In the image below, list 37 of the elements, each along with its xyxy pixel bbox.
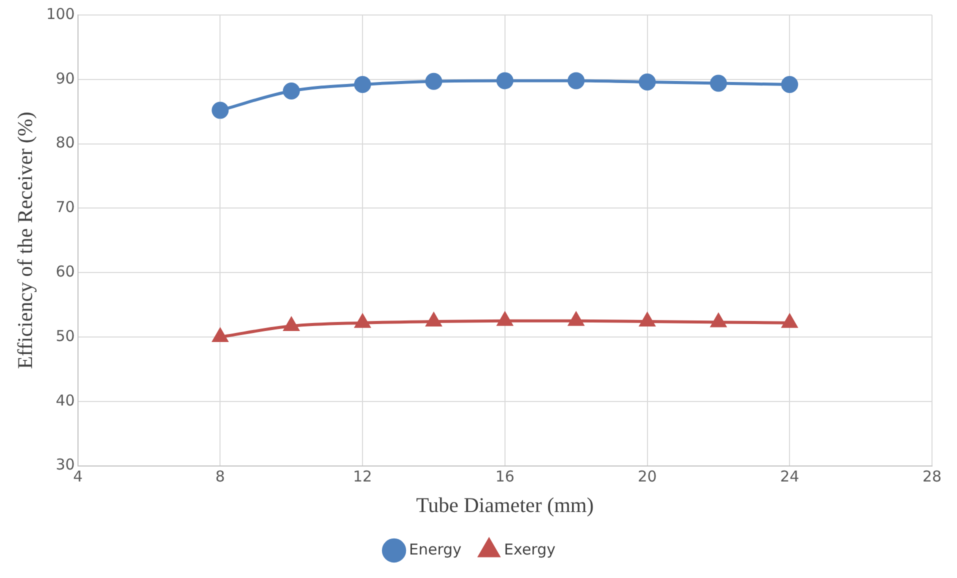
legend-label: Exergy (504, 540, 556, 558)
x-tick-label: 20 (638, 468, 657, 486)
y-tick-label: 80 (56, 134, 75, 152)
point (568, 312, 584, 326)
point (710, 314, 726, 328)
point (496, 72, 514, 90)
legend-label: Energy (409, 540, 462, 558)
x-tick-label: 28 (922, 468, 942, 486)
y-tick-label: 60 (56, 262, 75, 280)
x-tick-label: 4 (73, 468, 83, 486)
y-tick-label: 30 (56, 456, 75, 474)
point (426, 313, 442, 327)
point (568, 72, 585, 90)
point (781, 76, 798, 94)
x-tick-label: 12 (353, 468, 372, 486)
point (782, 314, 798, 328)
point (354, 76, 372, 94)
point (284, 318, 299, 332)
point (640, 313, 655, 327)
y-tick-label: 50 (56, 326, 75, 345)
y-tick-label: 40 (56, 391, 75, 410)
point (638, 73, 656, 90)
y-tick-label: 70 (56, 198, 75, 216)
point (425, 72, 442, 90)
x-axis-title: Tube Diameter (mm) (416, 492, 594, 517)
point (212, 102, 229, 119)
y-tick-label: 100 (46, 4, 75, 23)
point (710, 74, 727, 92)
y-tick-label: 90 (56, 69, 75, 88)
point (212, 328, 228, 342)
x-tick-label: 8 (215, 468, 225, 486)
point (354, 314, 370, 328)
y-axis-title: Efficiency of the Receiver (%) (13, 112, 38, 370)
x-tick-label: 24 (780, 468, 800, 486)
point (282, 82, 300, 100)
point (497, 312, 512, 326)
x-tick-label: 16 (495, 468, 514, 486)
